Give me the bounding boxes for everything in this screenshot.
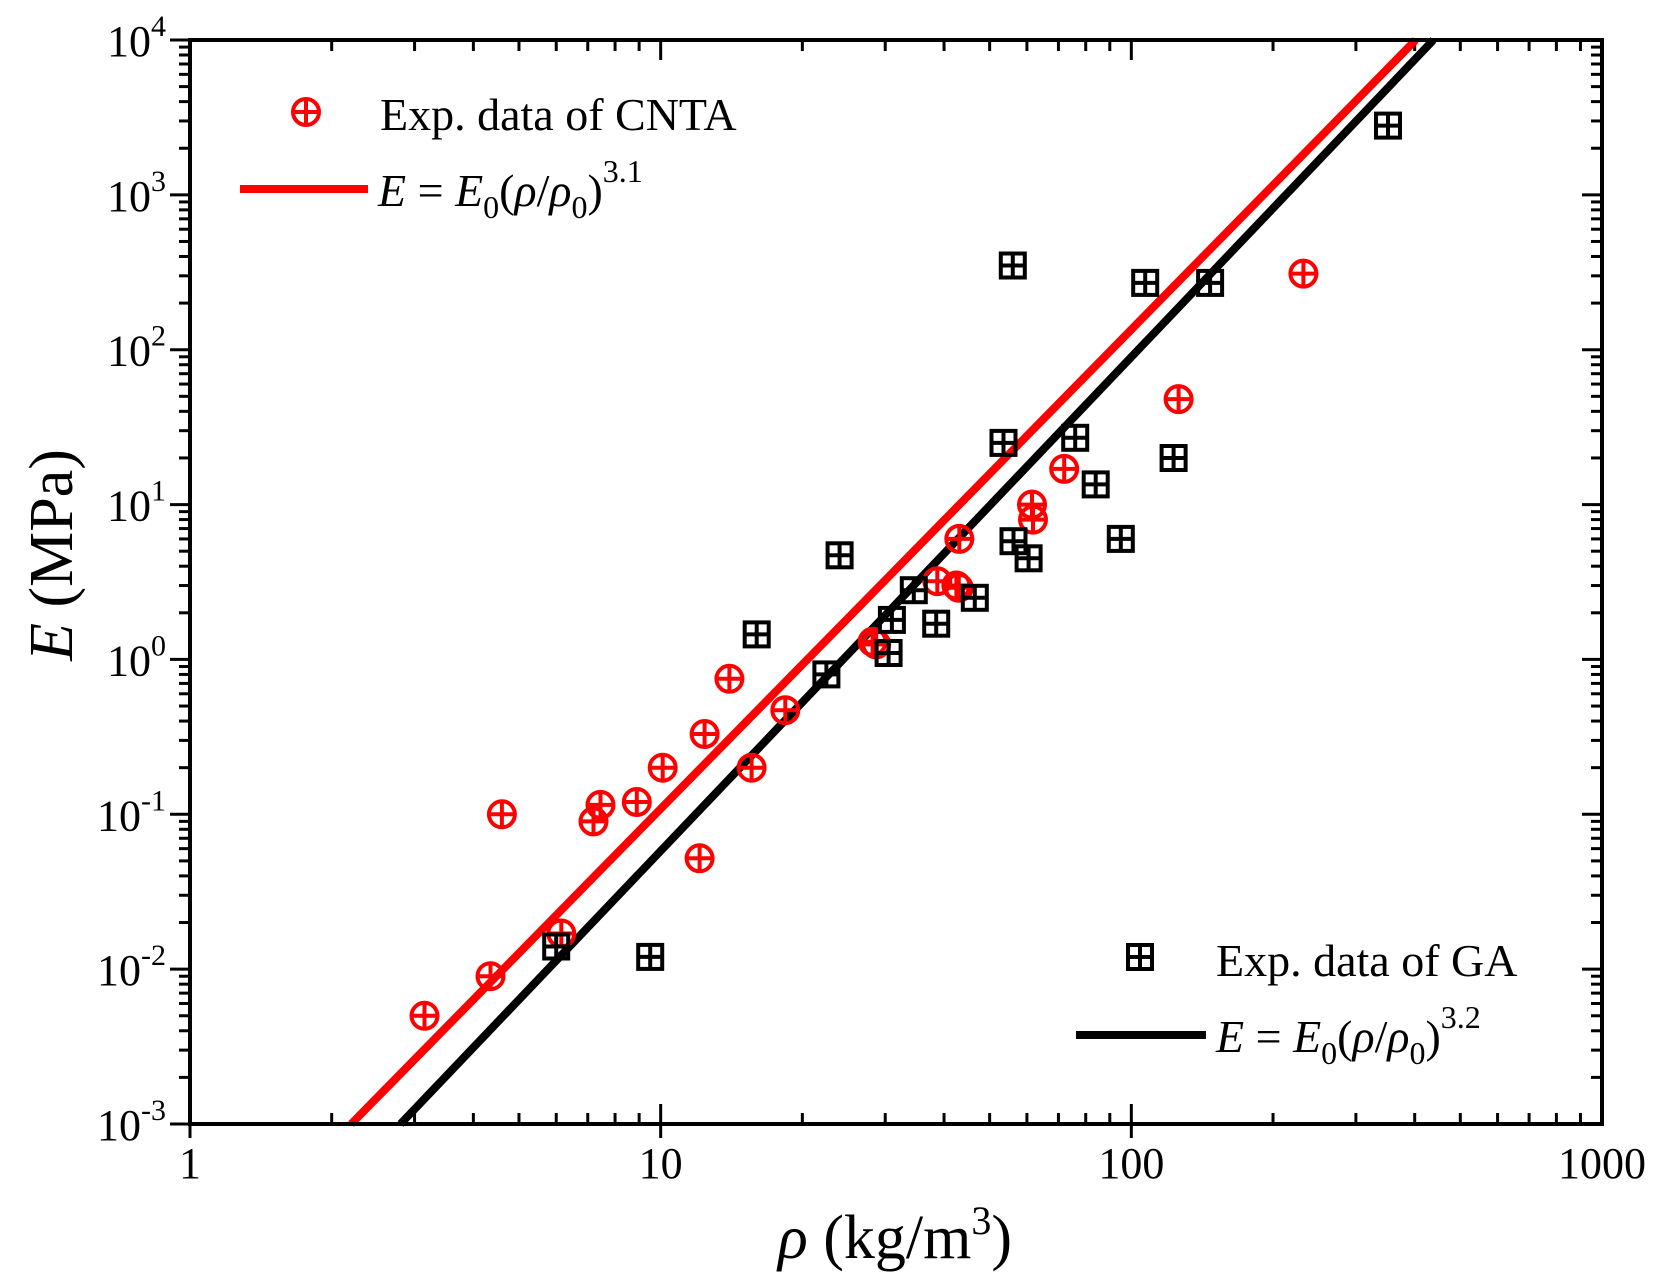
x-tick-label: 100	[1098, 1139, 1164, 1188]
y-tick-label: 100	[107, 629, 166, 685]
data-point-cnta	[714, 663, 745, 694]
data-point-ga	[812, 660, 841, 689]
y-tick-labels: 10-3 10-2 10-1 100 101 102 103 104	[97, 10, 166, 1150]
data-point-ga	[542, 932, 571, 961]
data-point-cnta	[1018, 504, 1048, 535]
legend-label-cnta: Exp. data of CNTA	[380, 89, 737, 140]
data-point-cnta	[486, 799, 517, 830]
data-point-cnta	[684, 843, 715, 874]
x-tick-label: 10	[639, 1139, 683, 1188]
data-point-ga	[899, 576, 928, 605]
data-point-ga	[1061, 423, 1090, 452]
data-point-ga	[825, 541, 854, 570]
data-point-ga	[877, 605, 906, 634]
x-tick-labels: 1 10 100 1000	[179, 1139, 1646, 1188]
x-axis-title: ρ (kg/m3)	[776, 1198, 1012, 1272]
y-tick-label: 104	[107, 10, 166, 66]
x-tick-label: 1	[179, 1139, 201, 1188]
data-point-ga	[989, 428, 1018, 457]
points-layer	[409, 111, 1402, 1031]
data-point-ga	[1159, 444, 1188, 472]
data-point-ga	[1106, 524, 1135, 553]
y-tick-label: 10-2	[97, 939, 166, 995]
data-point-cnta	[770, 695, 801, 726]
legend-marker-cnta	[291, 97, 321, 127]
data-point-cnta	[475, 961, 506, 992]
data-point-cnta	[689, 719, 720, 749]
data-point-ga	[742, 620, 771, 649]
data-point-ga	[636, 942, 665, 971]
data-point-cnta	[585, 789, 616, 820]
y-tick-label: 101	[107, 475, 166, 531]
data-point-cnta	[409, 1000, 440, 1031]
data-point-cnta	[736, 752, 767, 783]
data-point-cnta	[944, 523, 975, 554]
data-point-cnta	[647, 752, 678, 783]
data-point-ga	[922, 609, 951, 638]
data-point-ga	[1374, 111, 1402, 140]
legend-marker-ga	[1126, 943, 1154, 971]
data-point-cnta	[1288, 258, 1319, 289]
data-point-ga	[1131, 268, 1160, 297]
data-point-ga	[1014, 544, 1043, 573]
data-point-ga	[874, 639, 903, 667]
legend-bottom-right: Exp. data of GA E = E0(ρ/ρ0)3.2	[1076, 935, 1517, 1071]
y-axis-title: E (MPa)	[18, 449, 86, 662]
data-point-ga	[999, 527, 1028, 556]
plot-frame	[188, 38, 1604, 1126]
y-tick-label: 10-3	[97, 1094, 166, 1150]
y-tick-label: 103	[107, 165, 166, 221]
legend-label-ga: Exp. data of GA	[1216, 935, 1517, 986]
data-point-cnta	[1163, 384, 1194, 415]
y-tick-label: 102	[107, 320, 166, 376]
fit-line-cnta	[348, 37, 1419, 1127]
y-tick-label: 10-1	[97, 784, 166, 840]
data-point-ga	[998, 251, 1027, 280]
x-tick-label: 1000	[1558, 1139, 1646, 1188]
data-point-ga	[960, 583, 989, 612]
data-point-cnta	[621, 787, 652, 817]
data-point-cnta	[1049, 453, 1080, 484]
data-point-cnta	[578, 806, 609, 837]
data-point-ga	[1196, 268, 1225, 297]
data-point-ga	[1081, 470, 1110, 499]
legend-top-left: Exp. data of CNTA E = E0(ρ/ρ0)3.1	[240, 89, 737, 225]
legend-formula-ga: E = E0(ρ/ρ0)3.2	[1215, 999, 1481, 1071]
legend-formula-cnta: E = E0(ρ/ρ0)3.1	[377, 153, 643, 225]
